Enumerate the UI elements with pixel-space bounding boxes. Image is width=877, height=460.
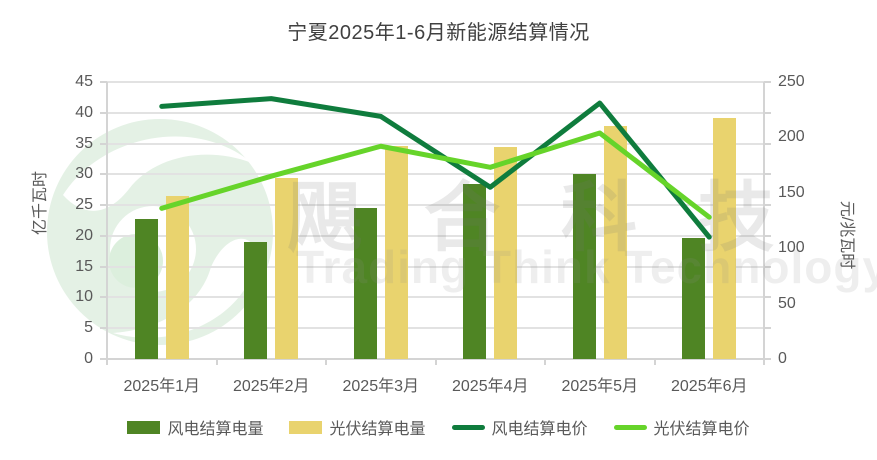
left-axis-tick [100, 327, 107, 330]
x-axis-label: 2025年6月 [671, 378, 748, 395]
bar-风电结算电量-2025年1月 [134, 219, 158, 359]
x-axis-label: 2025年1月 [123, 378, 201, 395]
left-axis-title: 亿千瓦时 [32, 170, 49, 236]
left-axis-tick [100, 142, 107, 145]
left-axis-line [106, 82, 108, 359]
right-axis-tick-label: 100 [778, 239, 805, 257]
bar-光伏结算电量-2025年1月 [165, 195, 189, 359]
bar-风电结算电量-2025年3月 [353, 208, 377, 359]
watermark-english: Trading Think Technology [296, 241, 877, 293]
right-axis-tick [764, 142, 771, 145]
gridline [107, 81, 764, 83]
legend-item-光伏结算电价[interactable]: 光伏结算电价 [613, 415, 750, 439]
left-axis-tick-label: 40 [75, 103, 93, 121]
legend-label: 光伏结算电价 [653, 421, 750, 438]
x-axis-tick [434, 359, 437, 365]
x-axis-tick [215, 359, 218, 365]
right-axis-tick-label: 250 [778, 73, 805, 90]
left-axis-tick-label: 10 [75, 288, 93, 306]
right-axis-tick-label: 50 [778, 294, 796, 312]
legend-bar-swatch [127, 420, 161, 434]
bar-风电结算电量-2025年2月 [244, 242, 268, 359]
chart-title: 宁夏2025年1-6月新能源结算情况 [287, 22, 590, 44]
right-axis-tick-label: 150 [778, 183, 805, 201]
right-axis-tick [764, 173, 771, 176]
left-axis-tick [100, 81, 107, 83]
right-axis-tick-label: 0 [778, 350, 787, 367]
bar-风电结算电量-2025年6月 [682, 237, 706, 359]
left-axis-tick [100, 204, 107, 207]
x-axis-label: 2025年4月 [452, 378, 529, 395]
left-axis-tick-label: 15 [75, 257, 93, 275]
legend-label: 风电结算电价 [491, 421, 588, 438]
gridline [107, 296, 764, 299]
left-axis-tick [100, 296, 107, 299]
gridline [107, 265, 764, 268]
left-axis-tick-label: 20 [75, 226, 93, 244]
left-axis-tick [100, 111, 107, 114]
x-axis-label: 2025年5月 [561, 378, 639, 395]
x-axis-tick [763, 359, 765, 365]
right-axis-tick [764, 234, 771, 237]
legend-bar-swatch [289, 420, 323, 434]
x-axis-label: 2025年3月 [342, 378, 420, 395]
x-axis-tick [106, 359, 108, 365]
right-axis-tick [764, 111, 771, 114]
left-axis-tick [100, 265, 107, 268]
right-axis-tick [764, 358, 771, 360]
right-axis-tick [764, 204, 771, 207]
left-axis-tick-label: 5 [84, 319, 93, 337]
x-axis-tick [325, 359, 327, 365]
right-axis-title: 元/兆瓦时 [838, 200, 855, 270]
left-axis-tick [100, 234, 107, 237]
right-axis-line [763, 82, 765, 365]
right-axis-tick [764, 81, 771, 83]
legend-line-swatch [613, 424, 647, 430]
gridline [107, 327, 764, 330]
right-axis-tick [764, 296, 771, 299]
legend-item-光伏结算电量[interactable]: 光伏结算电量 [289, 415, 426, 439]
right-axis-tick-label: 200 [778, 128, 805, 146]
left-axis-tick [100, 173, 107, 176]
right-axis-tick [764, 265, 771, 268]
legend-label: 光伏结算电量 [329, 421, 426, 438]
x-axis-tick [544, 359, 546, 365]
legend: 风电结算电量 光伏结算电量 风电结算电价 光伏结算电价 [0, 413, 877, 441]
x-axis-tick [653, 359, 656, 365]
left-axis-tick-label: 35 [75, 134, 93, 152]
left-axis-tick-label: 30 [75, 165, 93, 183]
left-axis-tick [100, 358, 107, 360]
left-axis-tick-label: 0 [84, 350, 93, 367]
legend-line-swatch [451, 424, 485, 430]
legend-label: 风电结算电量 [167, 421, 264, 438]
legend-item-风电结算电量[interactable]: 风电结算电量 [127, 415, 263, 439]
right-axis-tick [764, 327, 771, 330]
legend-item-风电结算电价[interactable]: 风电结算电价 [451, 415, 588, 439]
x-axis-label: 2025年2月 [233, 378, 310, 395]
left-axis-tick-label: 45 [75, 73, 93, 90]
left-axis-tick-label: 25 [75, 196, 93, 214]
gridline [107, 142, 764, 145]
bar-光伏结算电量-2025年6月 [713, 118, 737, 359]
gridline [107, 111, 764, 114]
